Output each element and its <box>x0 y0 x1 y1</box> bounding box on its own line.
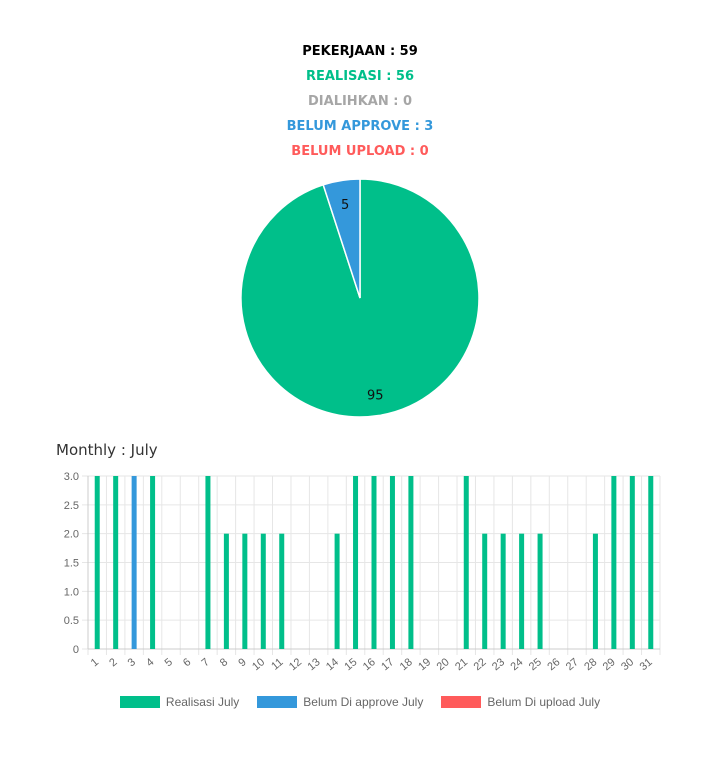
legend-swatch-realisasi <box>119 696 160 708</box>
x-tick-label: 29 <box>601 656 618 673</box>
x-tick-label: 4 <box>144 656 156 669</box>
legend-item-belum-upload[interactable]: Belum Di upload July <box>441 695 600 709</box>
x-tick-label: 24 <box>508 656 525 673</box>
pie-slice-label: 5 <box>341 198 349 213</box>
x-tick-label: 8 <box>218 656 230 669</box>
bar-realisasi <box>113 476 119 649</box>
bar-realisasi <box>537 533 543 649</box>
x-tick-label: 12 <box>287 656 304 673</box>
bar-realisasi <box>519 533 525 649</box>
x-tick-label: 23 <box>490 656 507 673</box>
x-tick-label: 26 <box>545 656 562 673</box>
x-tick-label: 22 <box>472 656 489 673</box>
x-tick-label: 5 <box>163 656 175 669</box>
bar-realisasi <box>150 476 156 649</box>
bar-realisasi <box>260 533 266 649</box>
x-tick-label: 17 <box>379 656 396 673</box>
legend-swatch-belum-approve <box>257 696 298 708</box>
x-tick-label: 1 <box>89 656 101 669</box>
x-tick-label: 7 <box>199 656 211 669</box>
y-tick-label: 0.5 <box>64 615 79 627</box>
y-tick-label: 3.0 <box>64 471 79 483</box>
bar-realisasi <box>334 533 340 649</box>
bar-realisasi <box>463 476 469 649</box>
x-tick-label: 14 <box>324 656 341 673</box>
summary-panel: PEKERJAAN : 59 REALISASI : 56 DIALIHKAN … <box>0 42 720 167</box>
legend-item-realisasi[interactable]: Realisasi July <box>119 695 240 709</box>
bar-realisasi <box>592 533 598 649</box>
x-tick-label: 20 <box>435 656 452 673</box>
bar-realisasi <box>371 476 377 649</box>
bar-realisasi <box>500 533 506 649</box>
legend-item-belum-approve[interactable]: Belum Di approve July <box>257 695 423 709</box>
summary-pekerjaan: PEKERJAAN : 59 <box>302 44 418 59</box>
bar-realisasi <box>408 476 414 649</box>
y-tick-label: 2.0 <box>64 529 79 541</box>
x-tick-label: 25 <box>527 656 544 673</box>
pie-slice-label: 95 <box>367 388 384 403</box>
summary-dialihkan: DIALIHKAN : 0 <box>308 94 412 109</box>
legend-label-realisasi: Realisasi July <box>165 695 240 709</box>
monthly-bar-chart: 00.51.01.52.02.53.01 2 3 4 5 6 7 8 9 10 11 12 13 14 15… <box>64 471 661 673</box>
y-tick-label: 1.0 <box>64 586 79 598</box>
bar-realisasi <box>242 533 248 649</box>
bar-realisasi <box>353 476 359 649</box>
bar-realisasi <box>223 533 229 649</box>
x-tick-label: 15 <box>342 656 359 673</box>
y-tick-label: 0 <box>73 644 79 656</box>
bar-realisasi <box>94 476 100 649</box>
x-tick-label: 2 <box>107 656 119 669</box>
x-tick-label: 31 <box>638 656 655 673</box>
x-tick-label: 10 <box>250 656 267 673</box>
x-tick-label: 9 <box>236 656 248 669</box>
y-tick-label: 2.5 <box>64 500 79 512</box>
bar-realisasi <box>611 476 617 649</box>
x-tick-label: 28 <box>582 656 599 673</box>
y-tick-label: 1.5 <box>64 558 79 570</box>
bar-realisasi <box>482 533 488 649</box>
x-tick-label: 16 <box>361 656 378 673</box>
legend-label-belum-upload: Belum Di upload July <box>487 695 601 709</box>
x-tick-label: 13 <box>305 656 322 673</box>
summary-belum-approve: BELUM APPROVE : 3 <box>286 119 434 134</box>
pie-slice <box>322 178 361 299</box>
summary-belum-upload: BELUM UPLOAD : 0 <box>291 144 429 159</box>
monthly-chart-title: Monthly : July <box>56 441 158 459</box>
x-tick-label: 6 <box>181 656 193 669</box>
summary-realisasi: REALISASI : 56 <box>305 69 415 84</box>
x-tick-label: 18 <box>398 656 415 673</box>
legend-swatch-belum-upload <box>441 696 482 708</box>
x-tick-label: 11 <box>269 656 285 673</box>
x-tick-label: 30 <box>619 656 636 673</box>
x-tick-label: 19 <box>416 656 433 673</box>
pie-chart: 95 5 <box>240 178 480 418</box>
bar-realisasi <box>205 476 211 649</box>
x-tick-label: 3 <box>126 656 138 669</box>
bar-realisasi <box>648 476 654 649</box>
bar-belum-approve <box>131 476 137 649</box>
bar-realisasi <box>279 533 285 649</box>
chart-legend: Realisasi July Belum Di approve July Bel… <box>0 695 720 709</box>
bar-realisasi <box>629 476 635 649</box>
bar-realisasi <box>389 476 395 649</box>
x-tick-label: 21 <box>453 656 470 673</box>
x-tick-label: 27 <box>564 656 581 673</box>
legend-label-belum-approve: Belum Di approve July <box>303 695 424 709</box>
